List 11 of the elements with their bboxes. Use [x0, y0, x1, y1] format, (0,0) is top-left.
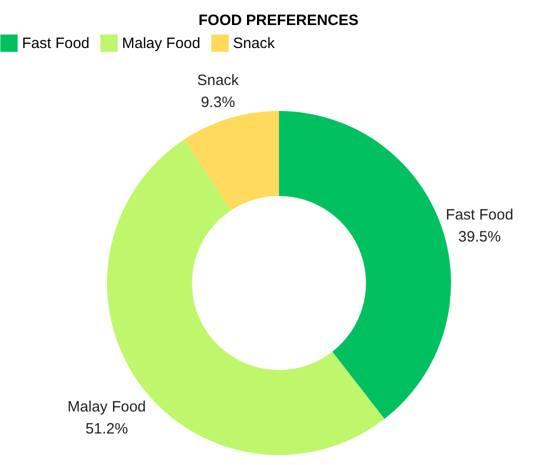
legend-label: Snack — [233, 35, 276, 52]
data-label: 39.5% — [458, 228, 501, 246]
donut-slice — [184, 111, 279, 210]
slice-label: Snack — [197, 72, 240, 89]
chart-title: FOOD PREFERENCES — [198, 12, 359, 29]
data-label: 9.3% — [200, 94, 236, 111]
legend-label: Fast Food — [22, 35, 90, 52]
data-label: 51.2% — [85, 420, 128, 438]
slice-label: Malay Food — [68, 398, 146, 416]
legend-label: Malay Food — [122, 35, 200, 52]
slice-label: Fast Food — [446, 206, 514, 224]
